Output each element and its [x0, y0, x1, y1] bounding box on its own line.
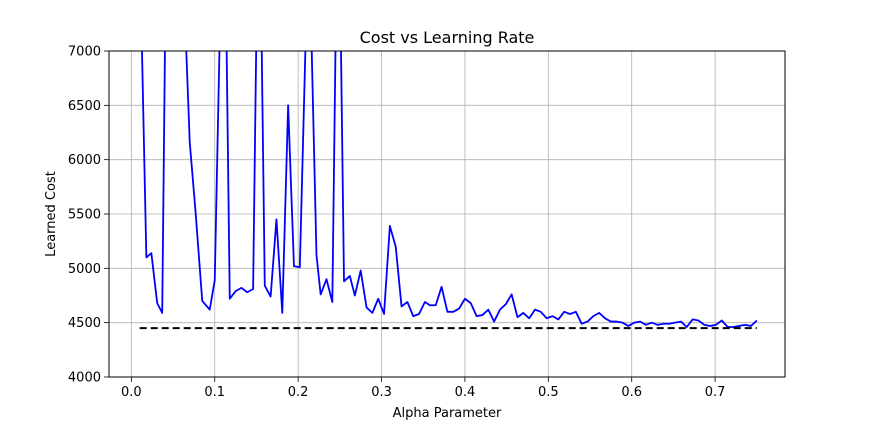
- y-tick-label: 7000: [68, 45, 101, 60]
- x-tick-label: 0.0: [121, 385, 142, 400]
- series-layer: [139, 51, 758, 330]
- x-tick-label: 0.5: [538, 385, 559, 400]
- axis-ticks: 0.0 0.1 0.2 0.3 0.4 0.5 0.6 0.7 4000 4500 5000 5500…: [68, 45, 726, 401]
- x-tick-label: 0.3: [371, 385, 392, 400]
- x-tick-label: 0.2: [288, 385, 309, 400]
- y-tick-label: 5000: [68, 262, 101, 277]
- y-tick-label: 6500: [68, 99, 101, 114]
- learned-cost-line: [141, 51, 758, 328]
- x-tick-label: 0.7: [705, 385, 726, 400]
- chart-title: Cost vs Learning Rate: [360, 28, 535, 47]
- x-tick-label: 0.1: [204, 385, 225, 400]
- y-tick-label: 4500: [68, 316, 101, 331]
- y-tick-label: 6000: [68, 153, 101, 168]
- x-tick-label: 0.6: [621, 385, 642, 400]
- x-axis-title: Alpha Parameter: [393, 406, 502, 421]
- y-axis-title: Learned Cost: [44, 171, 59, 257]
- y-tick-label: 5500: [68, 208, 101, 223]
- x-tick-label: 0.4: [455, 385, 476, 400]
- y-tick-label: 4000: [68, 371, 101, 386]
